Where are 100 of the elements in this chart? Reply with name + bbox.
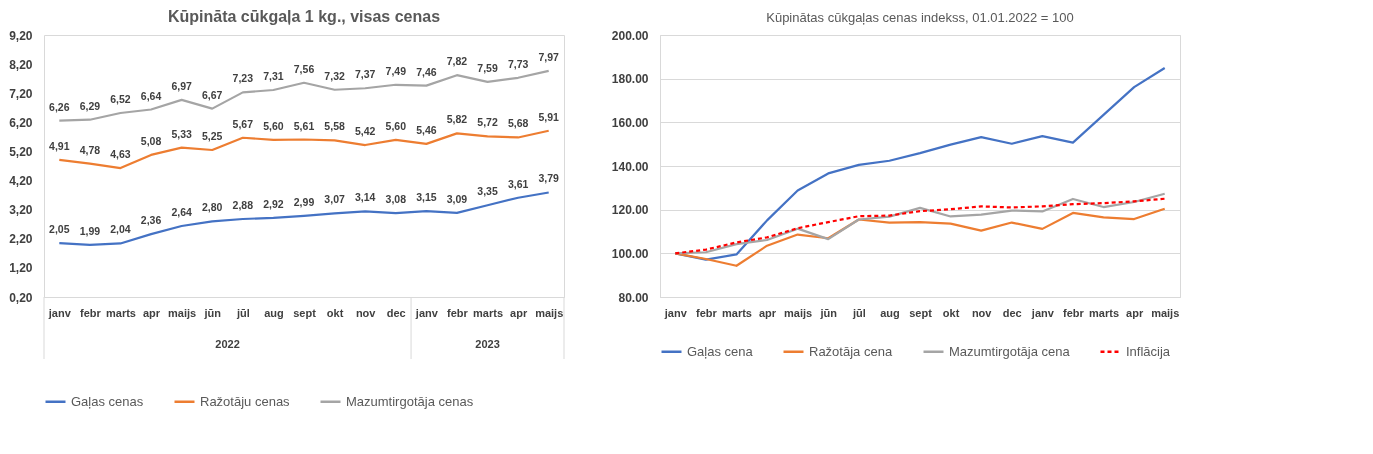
data-label: 3,79 [538, 172, 560, 185]
data-label: 4,78 [79, 143, 101, 156]
data-label: 7,32 [324, 69, 345, 82]
x-tick-label: maijs [784, 306, 813, 319]
data-label: 7,37 [354, 68, 376, 81]
x-tick-label: apr [1126, 306, 1144, 319]
y-tick-label: 7,20 [9, 86, 33, 101]
data-label: 5,58 [324, 120, 345, 133]
data-label: 5,68 [507, 117, 529, 130]
legend-label: Ražotāja cena [809, 343, 893, 359]
x-tick-label: janv [414, 306, 439, 319]
y-tick-label: 180.00 [611, 72, 649, 87]
x-tick-label: okt [326, 306, 344, 319]
x-tick-label: apr [759, 306, 777, 319]
data-label: 3,61 [507, 177, 529, 190]
y-tick-label: 140.00 [611, 159, 649, 174]
data-label: 3,14 [354, 191, 376, 204]
data-label: 2,64 [171, 205, 193, 218]
x-tick-label: janv [47, 306, 72, 319]
x-tick-label: aug [264, 306, 284, 319]
x-tick-label: sept [293, 306, 317, 319]
legend-label: Mazumtirgotāja cena [949, 343, 1071, 359]
data-label: 2,04 [110, 223, 131, 236]
legend-label: Inflācija [1126, 343, 1171, 359]
data-label: 5,61 [293, 119, 315, 132]
x-tick-label: jūl [235, 306, 250, 319]
chart-title: Kūpināta cūkgaļa 1 kg., visas cenas [167, 8, 441, 25]
y-tick-label: 3,20 [9, 203, 33, 218]
x-tick-label: maijs [168, 306, 197, 319]
y-tick-label: 100.00 [611, 246, 649, 261]
text: 2022 [215, 338, 240, 350]
chart-title: Kūpinātas cūkgaļas cenas indekss, 01.01.2022 = 100 [766, 10, 1074, 25]
y-tick-label: 200.00 [611, 28, 649, 43]
legend-label: Mazumtirgotāja cenas [346, 393, 474, 409]
data-label: 7,46 [416, 65, 437, 78]
text: 2023 [475, 338, 500, 350]
x-tick-label: apr [143, 306, 161, 319]
data-label: 5,33 [171, 127, 193, 140]
y-tick-label: 8,20 [9, 57, 33, 72]
y-tick-label: 2,20 [9, 232, 33, 247]
line-series [674, 207, 1166, 267]
data-label: 5,72 [477, 116, 498, 129]
x-tick-label: maijs [1151, 306, 1180, 319]
data-label: 2,80 [202, 201, 223, 214]
x-tick-label: maijs [535, 306, 564, 319]
x-tick-label: dec [1002, 306, 1022, 319]
x-tick-label: marts [473, 306, 504, 319]
y-tick-label: 80.00 [618, 290, 649, 305]
data-label: 5,25 [202, 129, 223, 142]
x-tick-label: apr [510, 306, 528, 319]
data-label: 6,26 [49, 100, 70, 113]
data-label: 5,60 [263, 119, 284, 132]
y-tick-label: 5,20 [9, 144, 33, 159]
y-tick-label: 1,20 [9, 261, 33, 276]
data-label: 2,36 [140, 214, 162, 227]
x-tick-label: marts [721, 306, 752, 319]
x-tick-label: nov [971, 306, 993, 319]
data-label: 7,56 [293, 62, 315, 75]
data-label: 2,99 [293, 195, 315, 208]
data-label: 5,67 [232, 117, 254, 130]
y-tick-label: 9,20 [9, 28, 33, 43]
x-tick-label: febr [79, 306, 102, 319]
data-label: 5,91 [538, 110, 560, 123]
data-label: 3,08 [385, 193, 407, 206]
data-label: 4,63 [110, 148, 131, 161]
data-label: 6,29 [79, 99, 101, 112]
data-label: 6,52 [110, 93, 131, 106]
data-label: 7,23 [232, 72, 254, 85]
data-label: 2,92 [263, 197, 284, 210]
data-label: 7,73 [507, 57, 529, 70]
x-tick-label: jūn [203, 306, 222, 319]
data-label: 7,97 [538, 50, 560, 63]
y-tick-label: 120.00 [611, 203, 649, 218]
data-label: 2,05 [49, 223, 70, 236]
y-tick-label: 0,20 [9, 290, 33, 305]
y-tick-label: 160.00 [611, 115, 649, 130]
x-tick-label: marts [1089, 306, 1120, 319]
data-label: 6,64 [140, 89, 162, 102]
data-label: 3,07 [324, 193, 345, 206]
data-label: 7,31 [263, 70, 284, 83]
data-label: 7,82 [446, 55, 468, 68]
data-label: 7,49 [385, 64, 407, 77]
x-tick-label: dec [386, 306, 406, 319]
data-label: 5,60 [385, 119, 407, 132]
legend-label: Ražotāju cenas [200, 393, 291, 409]
x-tick-label: sept [909, 306, 933, 319]
data-label: 5,42 [354, 125, 376, 138]
data-label: 6,97 [171, 79, 193, 92]
x-tick-label: aug [880, 306, 900, 319]
x-tick-label: janv [1030, 306, 1055, 319]
x-tick-label: febr [1063, 306, 1085, 319]
x-tick-label: jūl [851, 306, 866, 319]
data-label: 5,08 [140, 134, 162, 147]
y-tick-label: 4,20 [9, 174, 33, 189]
data-label: 4,91 [49, 139, 70, 152]
data-label: 3,09 [446, 192, 468, 205]
x-tick-label: febr [695, 306, 718, 319]
x-tick-label: febr [447, 306, 469, 319]
legend-label: Gaļas cena [687, 343, 754, 359]
legend-label: Gaļas cenas [71, 393, 144, 409]
